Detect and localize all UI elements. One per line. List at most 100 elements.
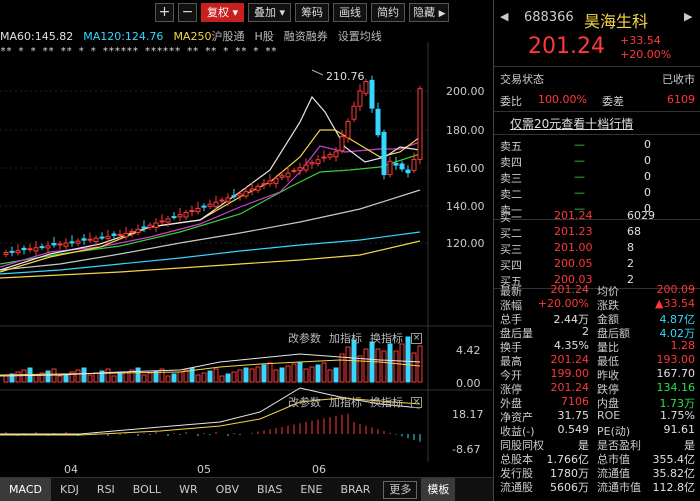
divider [494,66,700,67]
add-indicator-button[interactable]: 加指标 [329,332,362,345]
candle-body [15,250,21,254]
stat-label: 涨跌 [597,299,619,312]
tag-hshare[interactable]: H股 [254,30,274,43]
candle-body [411,158,417,171]
simple-button[interactable]: 简约 [371,3,406,22]
stat-value: 4.87亿 [659,313,696,326]
stat-value: 2 [582,325,589,338]
tab-kdj[interactable]: KDJ [59,482,79,496]
x-label: 05 [197,463,211,476]
stat-label: 昨收 [597,369,619,382]
candlestick-chart[interactable]: ** * * ** ** * * ****** ****** ** ** * *… [0,42,492,477]
ma250-line [0,240,421,279]
macd-axis: 18.17 -8.67 [452,408,484,456]
close-icon[interactable]: × [411,332,422,344]
volume-bars [3,336,423,383]
hide-button[interactable]: 隐藏 ▶ [409,3,450,22]
overlay-dropdown[interactable]: 叠加 ▾ [248,3,292,22]
volume-bar [333,367,339,383]
overlay-label: 叠加 [254,6,277,19]
candle-body [207,203,213,207]
divider [494,111,700,112]
zoom-in-button[interactable]: + [155,3,174,22]
candle-body [141,226,147,229]
stat-label: 流通市值 [597,481,641,494]
stat-label: 总股本 [500,453,533,466]
tab-bias[interactable]: BIAS [257,482,283,496]
volume-bar [57,375,63,383]
price-row: 201.24 +33.54 +20.00% [494,34,700,62]
candle-body [153,222,159,228]
sell-level-label: 卖五 [500,140,522,153]
sell-level-label: 卖四 [500,156,522,169]
candle-body [75,240,81,244]
tab-wr[interactable]: WR [179,482,198,496]
tab-brar[interactable]: BRAR [340,482,371,496]
tab-ene[interactable]: ENE [300,482,323,496]
candle-body [177,214,183,218]
macd-label: 18.17 [452,408,484,421]
macd-param-row: 改参数 加指标 换指标 × [288,394,422,410]
stat-label: 净资产 [500,411,533,424]
candle-body [45,245,51,249]
candle-body [261,183,267,186]
edit-params-button[interactable]: 改参数 [288,396,321,409]
chips-button[interactable]: 筹码 [295,3,330,22]
stat-row: 最高 201.24 最低 193.00 [494,353,700,368]
sell-level-row: 卖五 — 0 [494,138,700,154]
price-change-pct: +20.00% [620,48,672,61]
tab-rsi[interactable]: RSI [96,482,115,496]
settings-ma-button[interactable]: 设置均线 [337,30,382,43]
candle-body [129,230,135,233]
candle-body [213,201,219,208]
draw-line-button[interactable]: 画线 [333,3,368,22]
tab-obv[interactable]: OBV [215,482,240,496]
stat-label: 今开 [500,369,522,382]
stat-value: 200.09 [656,283,696,296]
volume-bar [255,366,261,383]
tab-macd[interactable]: MACD [0,477,51,501]
candle-body [81,238,87,241]
tag-margin[interactable]: 融资融券 [283,30,328,43]
weibi-label: 委比 [500,95,522,108]
stat-row: 同股同权是是否盈利是 [494,437,700,452]
close-icon[interactable]: × [411,396,422,408]
volume-bar [237,369,243,383]
zoom-out-button[interactable]: − [178,3,197,22]
tab-boll[interactable]: BOLL [132,482,162,496]
switch-indicator-button[interactable]: 换指标 [370,396,403,409]
grid-lines [0,90,428,244]
stat-label: 均价 [597,285,619,298]
buy-level-row: 买二 201.23 68 [494,225,700,241]
buy-level-volume: 68 [627,225,641,238]
add-indicator-button[interactable]: 加指标 [329,396,362,409]
stat-label: 最新 [500,285,522,298]
macd-bars [5,413,421,442]
promo-link[interactable]: 仅需20元查看十档行情 [510,117,634,131]
stat-value: 7106 [561,395,589,408]
candle-body [195,207,201,213]
prev-stock-icon[interactable]: ◀ [500,10,509,23]
switch-indicator-button[interactable]: 换指标 [370,332,403,345]
stat-row: 收益(-) 0.549 PE(动) 91.61 [494,423,700,438]
stock-header: ◀ 688366 昊海生科 ▶ [494,8,700,31]
price-axis: 200.00 180.00 160.00 140.00 120.00 [446,85,485,250]
chart-toolbar: + − 复权 ▾ 叠加 ▾ 筹码 画线 简约 隐藏 ▶ [155,3,450,23]
tag-hugutong[interactable]: 沪股通 [211,30,245,43]
volume-bar [171,373,177,383]
candle-body [309,161,315,165]
tab-template[interactable]: 模板 [421,477,456,501]
volume-bar [207,370,213,383]
tab-more[interactable]: 更多 [383,480,418,499]
next-stock-icon[interactable]: ▶ [684,10,693,23]
buy-level-volume: 6029 [627,209,655,222]
candle-body [297,167,303,171]
stat-value: 是 [578,439,589,452]
volume-bar [183,369,189,383]
adjust-dropdown[interactable]: 复权 ▾ [201,3,245,22]
peak-label: 210.76 [326,70,365,83]
macd-dif-line [0,387,421,435]
edit-params-button[interactable]: 改参数 [288,332,321,345]
candle-body [63,242,69,247]
candle-body [327,153,333,158]
